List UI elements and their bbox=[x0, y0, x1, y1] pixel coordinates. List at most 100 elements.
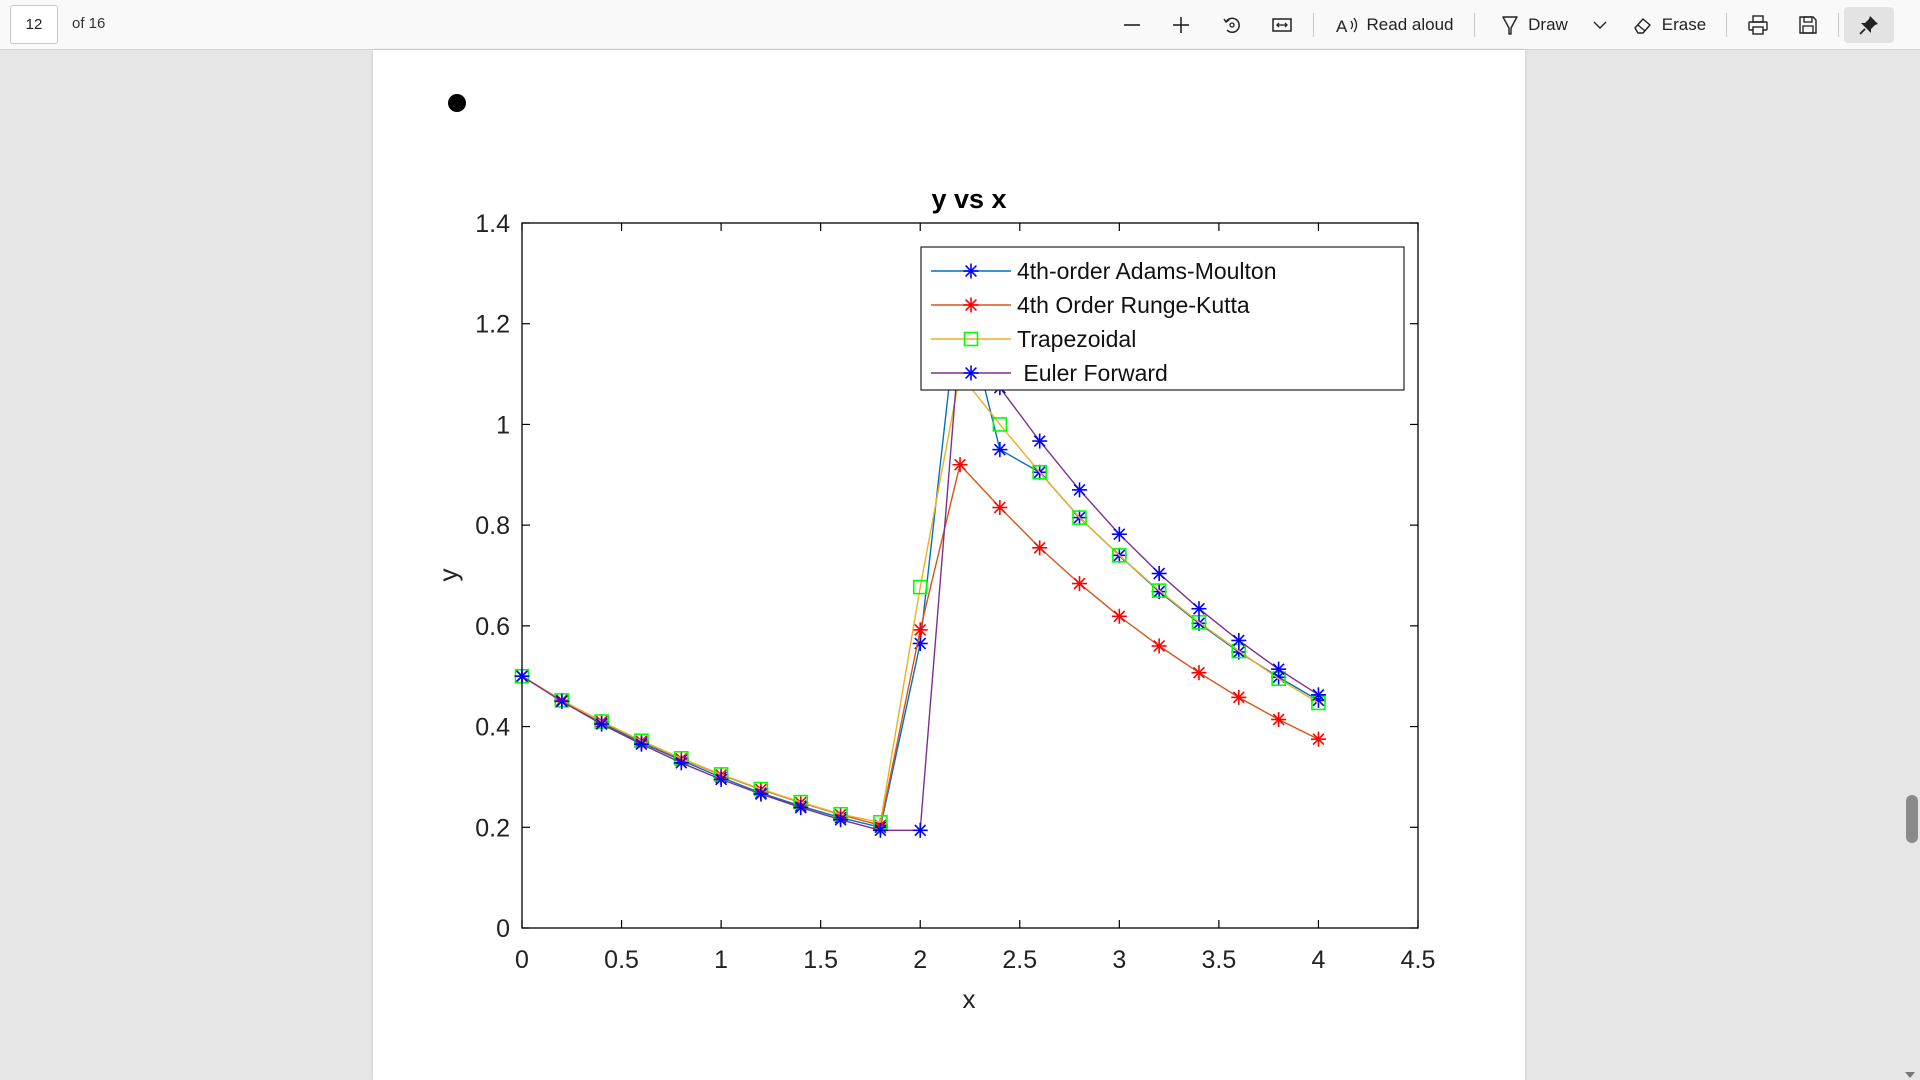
series-layer bbox=[514, 280, 1326, 838]
save-button[interactable] bbox=[1790, 7, 1826, 43]
data-point bbox=[952, 457, 968, 473]
pin-toolbar-button[interactable] bbox=[1844, 7, 1894, 43]
rotate-button[interactable] bbox=[1215, 7, 1249, 43]
draw-button[interactable]: Draw bbox=[1495, 7, 1573, 43]
toolbar-separator bbox=[1313, 13, 1314, 37]
data-point bbox=[753, 786, 769, 802]
data-point bbox=[1072, 576, 1088, 592]
data-point bbox=[1072, 482, 1088, 498]
vertical-scrollbar[interactable] bbox=[1902, 50, 1920, 1080]
x-tick-label: 1.5 bbox=[803, 946, 838, 974]
data-point bbox=[1191, 601, 1207, 617]
y-tick-label: 1.4 bbox=[475, 210, 510, 238]
draw-options-button[interactable] bbox=[1588, 7, 1612, 43]
read-aloud-label: Read aloud bbox=[1366, 15, 1454, 34]
pin-icon bbox=[1859, 16, 1878, 35]
data-point bbox=[1072, 510, 1087, 525]
legend-entry: 4th-order Adams-Moulton bbox=[931, 258, 1277, 284]
fit-page-icon bbox=[1272, 18, 1292, 32]
legend-label: Trapezoidal bbox=[1017, 326, 1136, 352]
x-tick-label: 3.5 bbox=[1202, 946, 1237, 974]
y-tick-label: 0.6 bbox=[475, 613, 510, 641]
y-axis-label: y bbox=[433, 569, 463, 582]
data-point bbox=[713, 771, 729, 787]
rotate-icon bbox=[1223, 17, 1240, 34]
data-point bbox=[992, 442, 1008, 458]
data-point bbox=[1271, 661, 1287, 677]
y-tick-label: 0 bbox=[496, 915, 510, 943]
legend-marker bbox=[963, 365, 979, 381]
legend-entry: Trapezoidal bbox=[931, 326, 1136, 352]
erase-icon bbox=[1634, 18, 1651, 34]
read-aloud-button[interactable]: A Read aloud bbox=[1332, 7, 1456, 43]
zoom-in-button[interactable] bbox=[1164, 7, 1198, 43]
line-chart: y vs x 0 0.5 1 1.5 2 2.5 3 3.5 4 4.5 0 0.2 0.4 0.6 0.8… bbox=[433, 184, 1435, 1014]
x-tick-label: 1 bbox=[714, 946, 728, 974]
scroll-down-arrow-icon[interactable] bbox=[1905, 1072, 1915, 1078]
data-point bbox=[1032, 464, 1047, 480]
data-point bbox=[514, 668, 530, 684]
x-tick-label: 2 bbox=[913, 946, 927, 974]
data-point bbox=[1032, 433, 1048, 449]
data-point bbox=[912, 635, 928, 651]
axis-ticks: 0 0.5 1 1.5 2 2.5 3 3.5 4 4.5 0 0.2 0.4 0.6 0.8 1 1.2 1.4 bbox=[475, 210, 1435, 974]
y-tick-label: 0.2 bbox=[475, 814, 510, 842]
data-point bbox=[1310, 687, 1326, 703]
data-point bbox=[1231, 689, 1247, 705]
data-point bbox=[1191, 665, 1207, 681]
data-point bbox=[912, 579, 928, 595]
legend-label: 4th Order Runge-Kutta bbox=[1017, 292, 1250, 318]
data-point bbox=[1310, 731, 1326, 747]
legend-marker bbox=[963, 297, 979, 313]
erase-label: Erase bbox=[1661, 15, 1707, 34]
data-point bbox=[1151, 638, 1167, 654]
x-tick-label: 3 bbox=[1112, 946, 1126, 974]
chart-title: y vs x bbox=[931, 184, 1006, 214]
zoom-in-icon bbox=[1173, 17, 1189, 33]
x-tick-label: 0 bbox=[515, 946, 529, 974]
chart-legend: 4th-order Adams-Moulton 4th Order Runge-K… bbox=[920, 246, 1405, 391]
svg-text:A: A bbox=[1336, 17, 1348, 36]
data-point bbox=[1271, 712, 1287, 728]
zoom-out-button[interactable] bbox=[1115, 7, 1149, 43]
y-tick-label: 1.2 bbox=[475, 311, 510, 339]
draw-label: Draw bbox=[1528, 15, 1568, 34]
chevron-down-icon bbox=[1593, 21, 1607, 29]
data-point bbox=[992, 500, 1008, 516]
toolbar-separator bbox=[1474, 13, 1475, 37]
x-tick-label: 4.5 bbox=[1401, 946, 1436, 974]
zoom-out-icon bbox=[1124, 24, 1140, 26]
x-tick-label: 2.5 bbox=[1002, 946, 1037, 974]
data-point bbox=[1111, 608, 1127, 624]
data-point bbox=[1151, 583, 1167, 598]
y-tick-label: 1 bbox=[496, 411, 510, 439]
y-tick-label: 0.4 bbox=[475, 714, 510, 742]
data-point bbox=[1231, 632, 1247, 648]
legend-marker bbox=[963, 263, 979, 279]
data-point bbox=[1112, 548, 1127, 563]
save-icon bbox=[1799, 16, 1817, 34]
print-icon bbox=[1748, 15, 1768, 35]
toolbar-separator bbox=[1838, 13, 1839, 37]
erase-button[interactable]: Erase bbox=[1630, 7, 1708, 43]
legend-entry: Euler Forward bbox=[931, 360, 1168, 386]
page-number-input[interactable]: 12 bbox=[10, 5, 58, 44]
draw-icon bbox=[1502, 16, 1518, 35]
fit-page-button[interactable] bbox=[1265, 7, 1299, 43]
data-point bbox=[1032, 540, 1048, 556]
print-button[interactable] bbox=[1740, 7, 1776, 43]
data-point bbox=[633, 736, 649, 752]
data-point bbox=[1151, 565, 1167, 581]
data-point bbox=[912, 622, 928, 638]
pdf-toolbar: 12 of 16 A Read aloud Draw Erase bbox=[0, 0, 1920, 50]
scrollbar-thumb[interactable] bbox=[1906, 795, 1918, 843]
x-tick-label: 0.5 bbox=[604, 946, 639, 974]
read-aloud-icon: A bbox=[1336, 17, 1357, 36]
data-point bbox=[594, 716, 610, 732]
data-point bbox=[833, 812, 849, 828]
series-line bbox=[521, 372, 1319, 824]
data-point bbox=[1111, 526, 1127, 542]
data-point bbox=[992, 417, 1008, 432]
legend-entry: 4th Order Runge-Kutta bbox=[931, 292, 1250, 318]
series-4 bbox=[514, 328, 1326, 838]
